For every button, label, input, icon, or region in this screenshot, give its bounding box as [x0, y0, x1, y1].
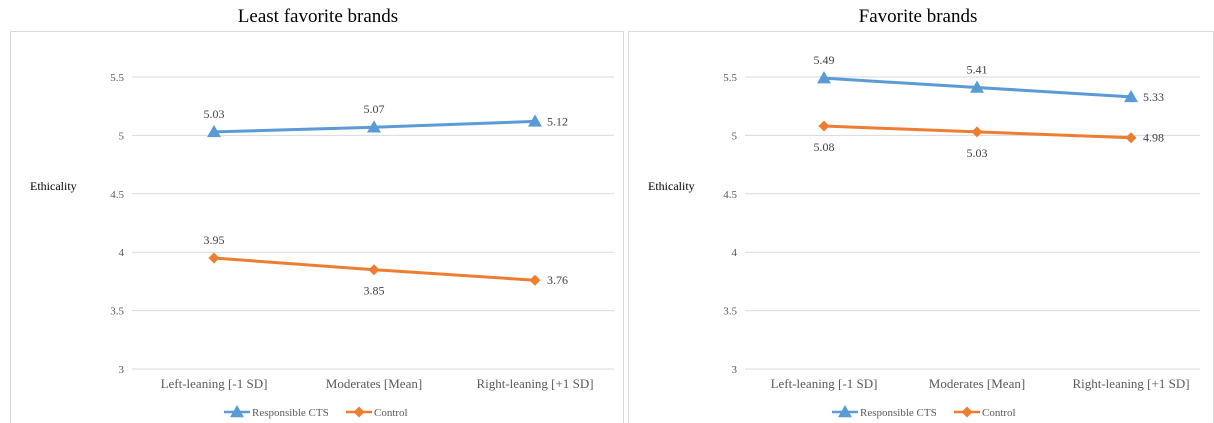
- chart-title: Least favorite brands: [238, 6, 398, 27]
- chart-title: Favorite brands: [859, 6, 978, 27]
- y-axis-label: Ethicality: [648, 179, 695, 193]
- chart-frame: [628, 31, 1214, 423]
- legend-entry: Control: [374, 407, 408, 419]
- y-tick-label: 3: [119, 364, 125, 376]
- y-tick-label: 3.5: [723, 306, 737, 318]
- chart-panel-1: Favorite brands 3 3.5 4 4.5 5 5.5 Ethicality Lef…: [628, 6, 1214, 423]
- data-label: 4.98: [1143, 131, 1164, 145]
- data-point: [971, 126, 983, 138]
- series-1: 3.95 3.85 3.76: [204, 233, 569, 298]
- series-1: 5.08 5.03 4.98: [814, 120, 1164, 160]
- legend-marker: [838, 405, 852, 418]
- x-tick-label: Right-leaning [+1 SD]: [476, 376, 593, 391]
- y-tick-label: 4: [732, 247, 738, 259]
- data-label: 3.76: [547, 273, 568, 287]
- data-point: [818, 120, 830, 132]
- data-label: 5.07: [364, 102, 385, 116]
- x-tick-label: Left-leaning [-1 SD]: [161, 376, 268, 391]
- data-label: 5.41: [967, 63, 988, 77]
- x-tick-label: Left-leaning [-1 SD]: [771, 376, 878, 391]
- y-tick-label: 4.5: [723, 189, 737, 201]
- data-point: [817, 71, 831, 84]
- legend-entry: Responsible CTS: [252, 407, 329, 419]
- data-point: [1125, 132, 1137, 144]
- y-tick-label: 3: [732, 364, 738, 376]
- legend-marker: [230, 405, 244, 418]
- data-point: [970, 80, 984, 93]
- data-label: 5.33: [1143, 90, 1164, 104]
- legend-marker: [353, 406, 365, 418]
- data-label: 5.12: [547, 114, 568, 128]
- legend-entry: Control: [982, 407, 1016, 419]
- x-tick-label: Moderates [Mean]: [929, 376, 1025, 391]
- data-point: [368, 264, 380, 276]
- series-0: 5.03 5.07 5.12: [204, 102, 568, 138]
- y-tick-label: 5: [732, 130, 738, 142]
- y-axis-label: Ethicality: [30, 179, 77, 193]
- data-point: [208, 252, 220, 264]
- series-0: 5.49 5.41 5.33: [814, 53, 1165, 104]
- data-label: 5.03: [204, 107, 225, 121]
- data-point: [1124, 89, 1138, 103]
- legend-entry: Responsible CTS: [860, 407, 937, 419]
- chart-frame: [10, 31, 624, 423]
- data-label: 3.85: [364, 284, 385, 298]
- legend-marker: [961, 406, 973, 418]
- x-tick-label: Moderates [Mean]: [326, 376, 422, 391]
- chart-panel-0: Least favorite brands 3 3.5 4 4.5 5 5.5 Ethical…: [10, 6, 624, 423]
- y-tick-label: 5: [119, 130, 125, 142]
- data-label: 3.95: [204, 233, 225, 247]
- data-point: [367, 120, 381, 133]
- y-tick-label: 3.5: [110, 306, 124, 318]
- data-label: 5.03: [967, 146, 988, 160]
- data-point: [207, 124, 221, 138]
- data-label: 5.49: [814, 53, 835, 67]
- data-point: [528, 114, 542, 127]
- data-point: [529, 274, 541, 286]
- y-tick-label: 5.5: [110, 72, 124, 84]
- x-tick-label: Right-leaning [+1 SD]: [1072, 376, 1189, 391]
- data-label: 5.08: [814, 140, 835, 154]
- y-tick-label: 4: [119, 247, 125, 259]
- y-tick-label: 5.5: [723, 72, 737, 84]
- y-tick-label: 4.5: [110, 189, 124, 201]
